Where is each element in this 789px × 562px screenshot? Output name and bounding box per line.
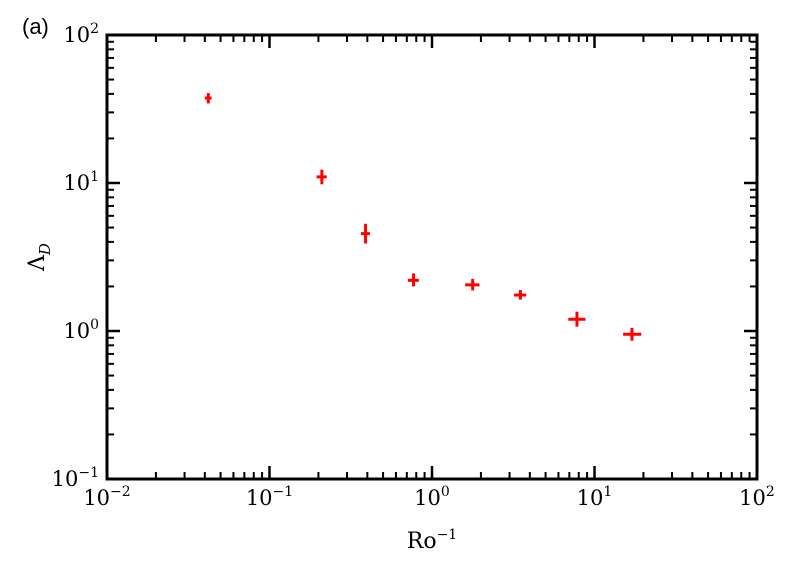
panel-label: (a): [22, 14, 49, 39]
data-point: [623, 327, 642, 341]
x-tick-label-base: 10: [246, 486, 273, 510]
y-axis-label: ΛD: [25, 243, 54, 272]
major-ticks: [105, 33, 759, 481]
y-tick-label-exp: 0: [90, 317, 99, 333]
x-tick-label: 100: [414, 484, 450, 510]
y-tick-label-exp: 2: [90, 21, 99, 37]
minor-ticks: [107, 35, 757, 479]
y-tick-label-base: 10: [52, 467, 79, 491]
y-tick-label-base: 10: [63, 319, 90, 343]
x-tick-label: 10−1: [246, 484, 293, 510]
x-tick-labels: 10−2 10−1 100 101 102: [83, 484, 775, 510]
x-tick-label: 10−2: [83, 484, 130, 510]
plot-frame: [105, 33, 759, 481]
data-point: [514, 290, 527, 300]
y-tick-label: 102: [63, 21, 99, 47]
y-tick-label-base: 10: [63, 171, 90, 195]
y-tick-label-base: 10: [63, 23, 90, 47]
y-tick-label: 101: [63, 169, 99, 195]
data-point: [316, 169, 327, 185]
x-tick-label-base: 10: [577, 486, 604, 510]
x-tick-label-exp: 1: [603, 484, 612, 500]
x-axis-label-sup: −1: [437, 527, 458, 543]
data-point: [360, 223, 370, 244]
y-tick-label-exp: 1: [90, 169, 99, 185]
data-point: [465, 278, 480, 291]
x-tick-label: 102: [739, 484, 775, 510]
data-markers: [204, 93, 642, 341]
x-axis-label: Ro−1: [407, 527, 457, 554]
x-tick-label: 101: [577, 484, 613, 510]
x-tick-label-base: 10: [414, 486, 441, 510]
y-tick-label: 10−1: [52, 465, 99, 491]
y-axis-label-base: Λ: [25, 254, 50, 272]
x-tick-label-exp: 0: [441, 484, 450, 500]
y-axis-label-sub: D: [36, 243, 54, 256]
x-axis-label-base: Ro: [407, 529, 437, 554]
x-tick-label-base: 10: [83, 486, 110, 510]
y-tick-label: 100: [63, 317, 99, 343]
x-tick-label-exp: 2: [766, 484, 775, 500]
x-tick-label-exp: −2: [110, 484, 131, 500]
data-point: [568, 311, 586, 327]
y-tick-label-exp: −1: [78, 465, 99, 481]
data-point: [204, 93, 212, 104]
x-tick-label-base: 10: [739, 486, 766, 510]
data-point: [407, 273, 419, 287]
x-tick-label-exp: −1: [273, 484, 294, 500]
